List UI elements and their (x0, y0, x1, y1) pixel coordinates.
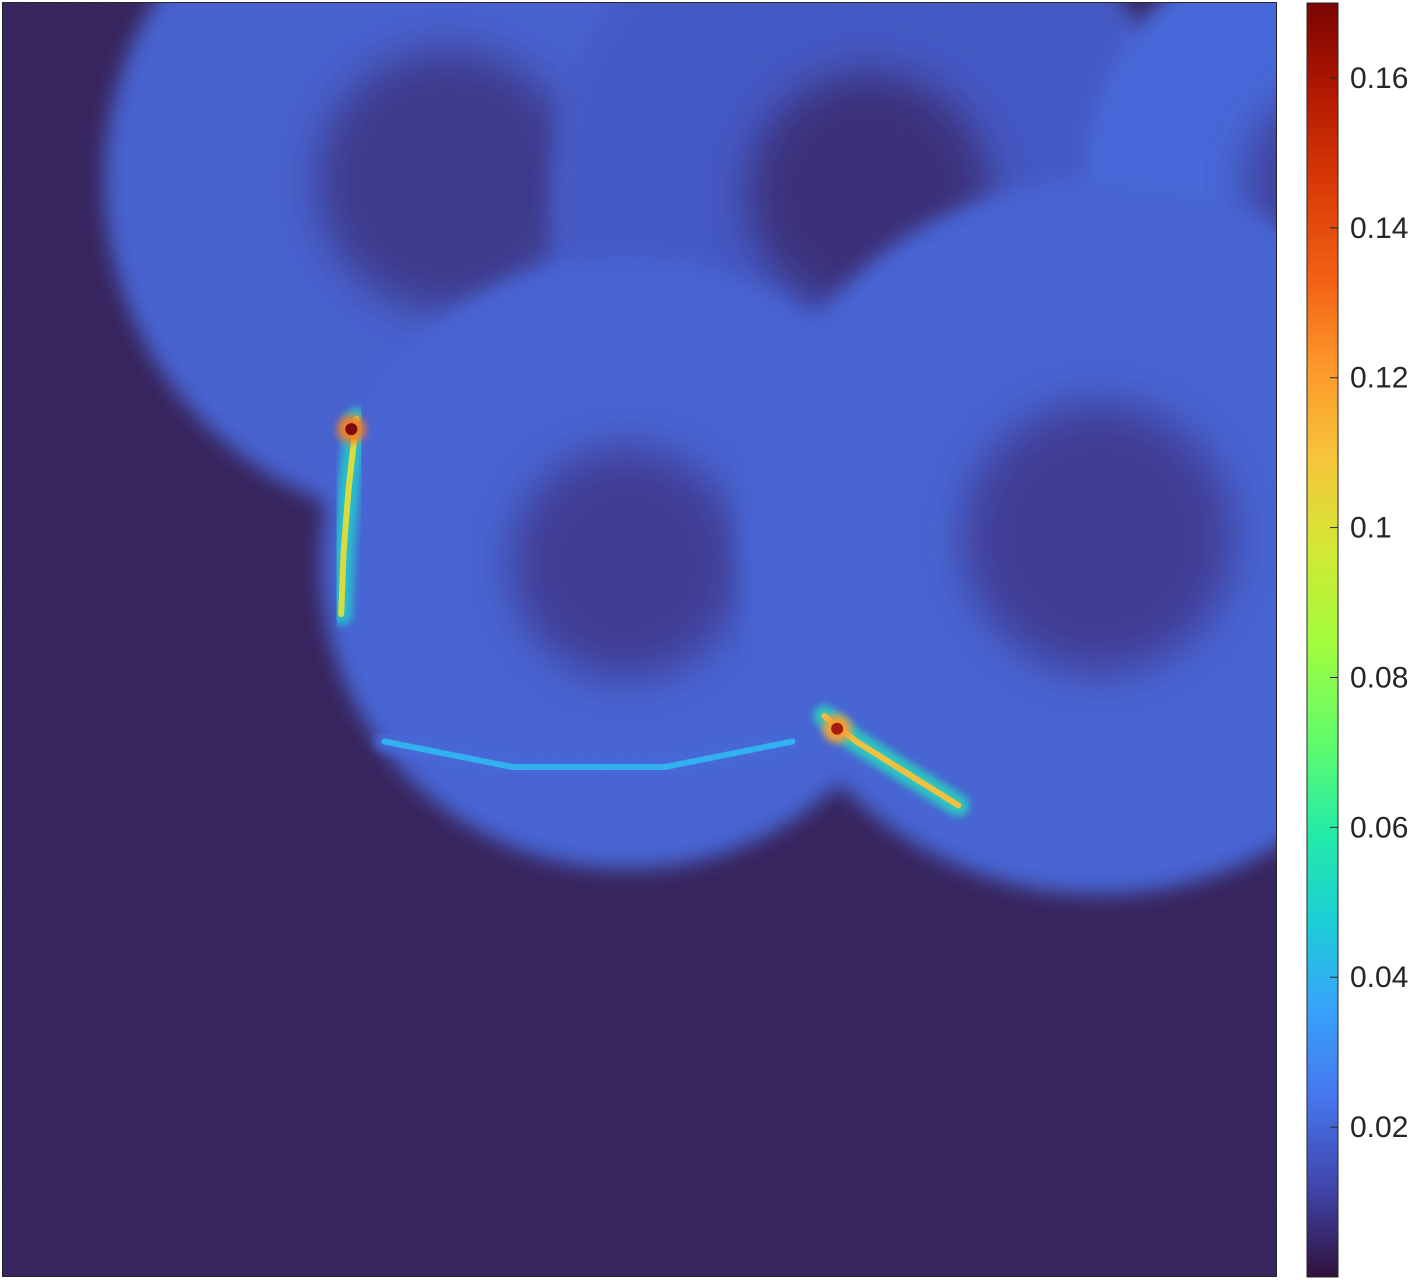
colorbar-tick-label: 0.1 (1350, 512, 1392, 545)
heatmap-plot (2, 2, 1277, 1277)
colorbar-tick-label: 0.12 (1350, 362, 1408, 395)
colorbar: 0.16 0.14 0.12 0.1 0.08 0.06 0.04 0.02 (1300, 0, 1416, 1280)
colorbar-tick-label: 0.16 (1350, 62, 1408, 95)
colorbar-tick-label: 0.08 (1350, 661, 1408, 694)
colorbar-tick-label: 0.04 (1350, 961, 1408, 994)
colorbar-gradient (1306, 2, 1339, 1278)
colorbar-tick-label: 0.02 (1350, 1111, 1408, 1144)
plot-frame (2, 2, 1277, 1277)
colorbar-tick-label: 0.06 (1350, 811, 1408, 844)
colorbar-ticks: 0.16 0.14 0.12 0.1 0.08 0.06 0.04 0.02 (1330, 62, 1408, 1144)
noise-texture (2, 2, 1277, 1277)
colorbar-tick-label: 0.14 (1350, 212, 1408, 245)
colorbar-svg: 0.16 0.14 0.12 0.1 0.08 0.06 0.04 0.02 (1306, 2, 1408, 1278)
heatmap-image (2, 2, 1277, 1277)
